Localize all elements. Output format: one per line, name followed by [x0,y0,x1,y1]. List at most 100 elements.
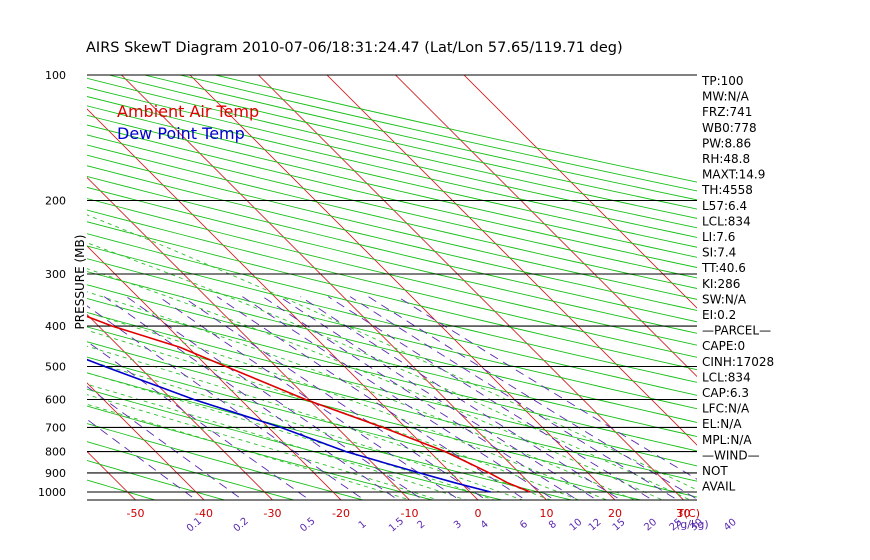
dry-adiabat-line [87,372,574,500]
mixing-ratio-line [182,296,488,500]
index-item: MPL:N/A [702,433,752,447]
mixing-ratio-line [397,296,697,480]
dry-adiabat-line [87,388,504,500]
index-item: LCL:834 [702,214,751,228]
mixing-ratio-line [368,296,697,500]
dry-adiabat-line [87,284,697,437]
mixing-ratio-tick-label: 4 [479,519,491,532]
mixing-ratio-line [349,296,679,500]
index-item: —WIND— [702,448,760,462]
dry-adiabat-line [87,144,697,289]
mixing-ratio-line [126,296,424,500]
index-item: TT:40.6 [701,261,746,275]
isobar-lines [87,74,697,501]
pressure-tick-label: 500 [45,361,66,374]
dry-adiabat-line [87,175,697,323]
dry-adiabat-line [87,154,697,300]
dry-adiabat-line [87,405,435,500]
moist-adiabat-line [87,268,664,500]
pressure-tick-labels: 100 200 300 400 500 600 700 800 900 1000 [38,69,66,499]
dry-adiabat-line [87,441,296,500]
mixing-ratio-tick-label: 0.2 [232,516,251,535]
dry-adiabat-line [87,341,697,498]
bottom-temp-tick-label: -20 [332,507,350,520]
index-item: MAXT:14.9 [702,168,765,182]
mixing-ratio-line [242,296,556,500]
isotherm-line [120,75,548,500]
index-item: TH:4558 [701,183,753,197]
mixing-ratio-tick-label: 0.5 [298,516,317,535]
dry-adiabat-line [87,459,227,500]
sounding-traces [87,315,531,493]
index-item: LCL:834 [702,370,751,384]
pressure-tick-label: 100 [45,69,66,82]
pressure-tick-label: 1000 [38,486,66,499]
index-item: LFC:N/A [702,402,750,416]
index-item: SI:7.4 [702,246,736,260]
index-item: TP:100 [701,74,744,88]
index-item: NOT [702,464,728,478]
isotherm-line [87,245,342,500]
dry-adiabat-line [87,165,697,311]
bottom-temp-unit: T(C) [676,507,700,520]
moist-adiabat-line [87,359,524,500]
dry-adiabat-line [87,124,697,268]
mixing-ratio-tick-label: 10 [568,517,585,534]
isotherm-line [87,450,137,500]
isotherm-line [463,75,697,309]
mixing-ratio-line [216,296,527,500]
dry-adiabat-line [87,186,697,334]
mixing-ratio-tick-label: 1 [357,519,369,532]
isotherm-line [87,313,274,500]
index-item: MW:N/A [702,90,750,104]
dry-adiabat-line [87,423,365,500]
index-item: PW:8.86 [702,136,751,150]
pressure-tick-label: 900 [45,467,66,480]
index-item: EL:N/A [702,417,742,431]
mixing-ratio-line [279,296,598,500]
bottom-temp-tick-label: -50 [127,507,145,520]
dry-adiabat-line [87,198,697,346]
index-item: CAPE:0 [702,339,745,353]
moist-adiabat-line [87,383,468,500]
index-item: KI:286 [702,277,740,291]
dry-adiabat-line [87,326,697,482]
mixing-ratio-tick-label: 12 [587,517,604,534]
mixing-ratio-tick-label: 40 [722,517,739,534]
moist-adiabat-line [87,372,496,500]
mixing-ratio-tick-label: 20 [642,517,659,534]
index-item: EI:0.2 [702,308,736,322]
dry-adiabat-line [87,209,697,358]
index-item: RH:48.8 [702,152,750,166]
isotherm-line [87,382,205,500]
bottom-temperature-ticks: -50 -40 -30 -20 -10 0 10 20 30 [127,507,691,520]
isotherm-line [0,10,4,506]
mixing-ratio-line [87,418,197,500]
dry-adiabat-line [87,114,697,258]
dry-adiabat-line [87,258,697,410]
index-item: —PARCEL— [702,324,771,338]
mixing-ratio-line [262,296,579,500]
chart-title: AIRS SkewT Diagram 2010-07-06/18:31:24.4… [86,40,623,56]
pressure-tick-label: 400 [45,320,66,333]
moist-adiabat-line [87,329,580,500]
index-item: CINH:17028 [702,355,774,369]
isotherm-line [87,108,479,500]
bottom-temp-tick-label: 0 [475,507,482,520]
bottom-temp-tick-label: -40 [195,507,213,520]
dry-adiabat-line [87,311,697,467]
mixing-ratio-line [87,386,244,500]
mixing-ratio-tick-label: 8 [547,519,559,532]
bottom-temp-tick-label: 10 [540,507,554,520]
mixing-ratio-line [87,340,311,500]
index-item: SW:N/A [702,292,747,306]
index-item: CAP:6.3 [702,386,749,400]
bottom-temp-tick-label: 20 [608,507,622,520]
mixing-ratio-tick-label: 2 [416,519,428,532]
y-axis-label: PRESSURE (MB) [73,235,87,330]
isotherm-line [257,75,685,500]
mixing-ratio-tick-label: 6 [518,519,530,532]
